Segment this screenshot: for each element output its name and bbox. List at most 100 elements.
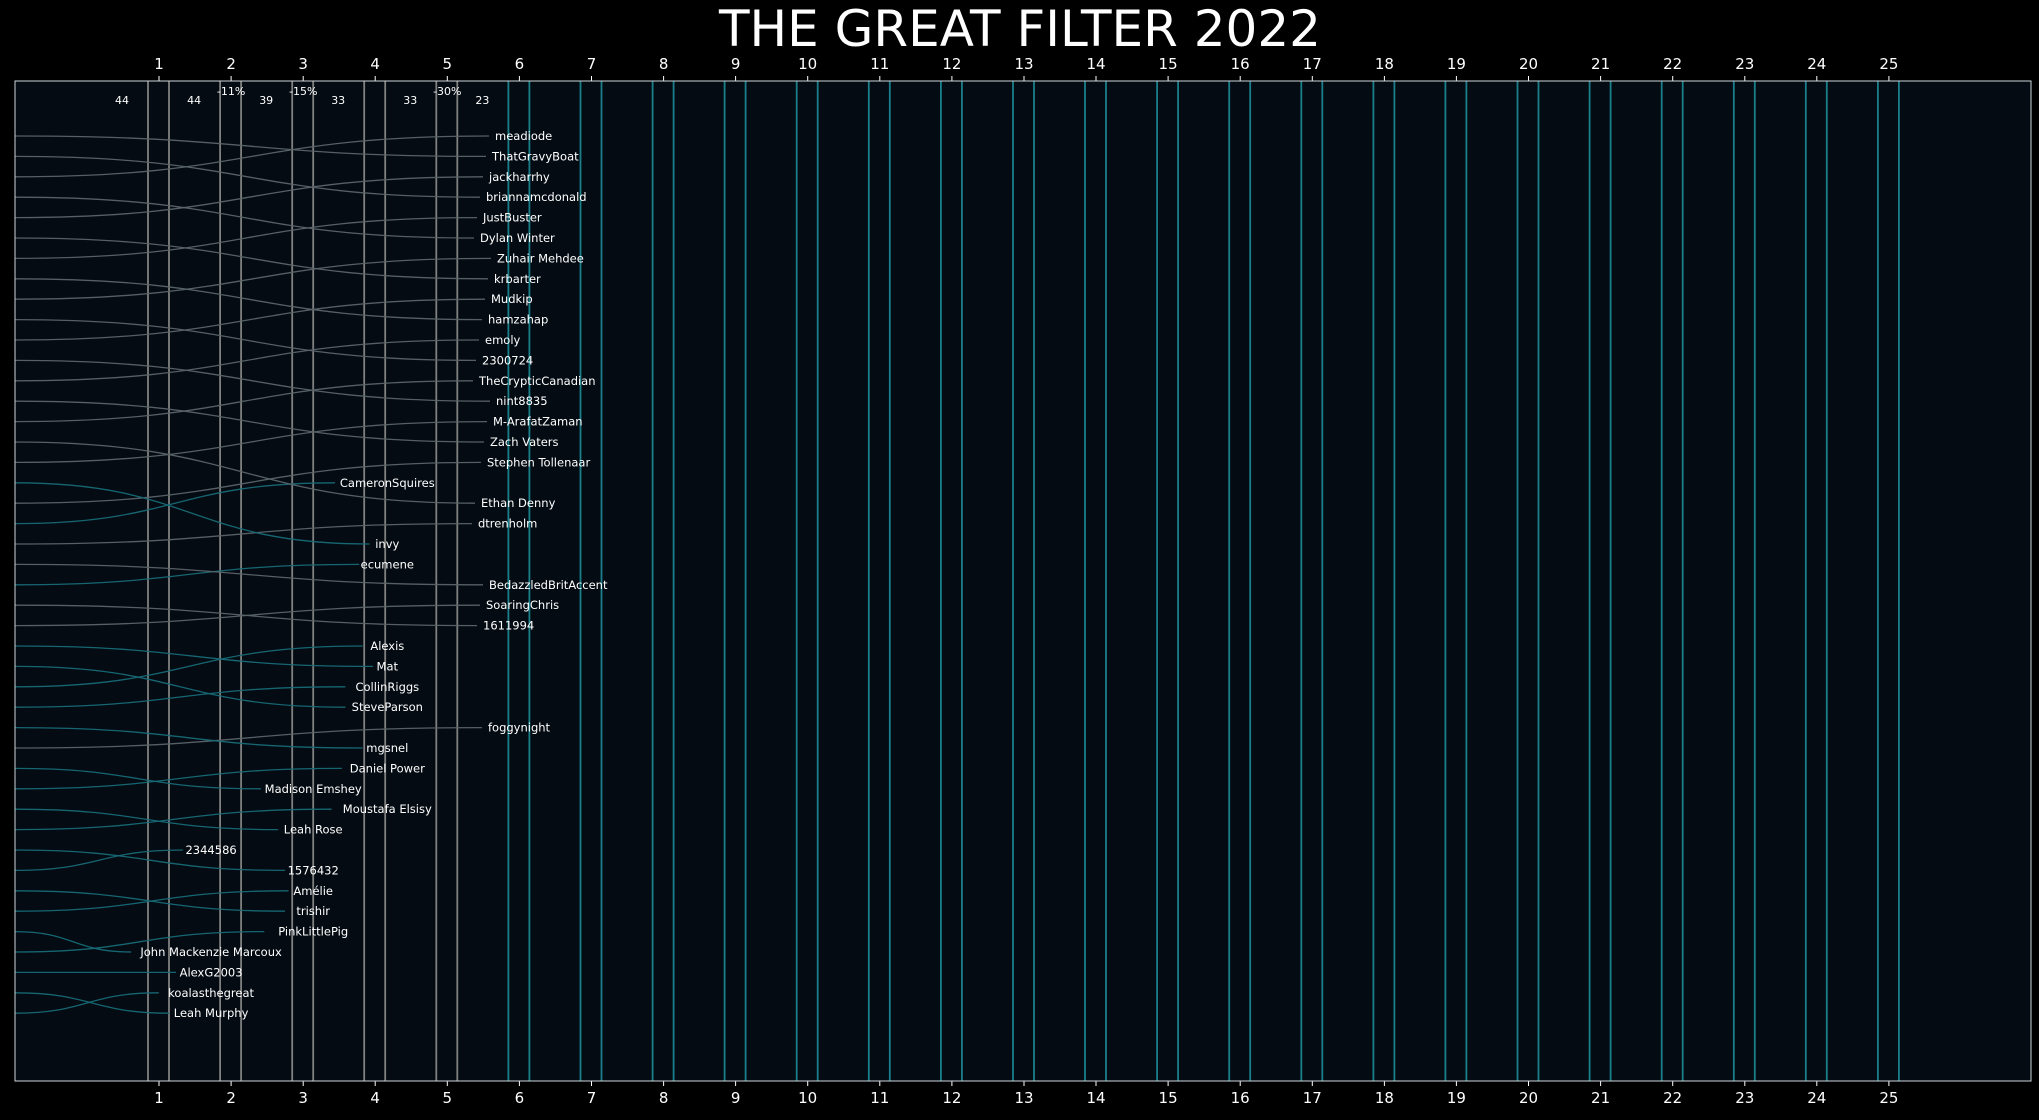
bottom-tick-label: 14 — [1086, 1089, 1105, 1107]
player-name-label: Zach Vaters — [490, 435, 559, 449]
bottom-tick-label: 21 — [1591, 1089, 1610, 1107]
player-name-label: hamzahap — [488, 313, 548, 327]
player-name-label: jackharrhy — [488, 170, 550, 184]
player-name-label: mgsnel — [366, 741, 408, 755]
bottom-tick-label: 18 — [1375, 1089, 1394, 1107]
round-count: 33 — [331, 94, 345, 107]
player-name-label: JustBuster — [482, 211, 542, 225]
player-name-label: Ethan Denny — [481, 496, 556, 510]
player-curves — [14, 135, 492, 1014]
top-tick-label: 6 — [515, 55, 525, 73]
player-curve — [14, 726, 483, 749]
round-change: -30% — [433, 85, 461, 98]
chart-title: THE GREAT FILTER 2022 — [718, 0, 1321, 58]
top-tick-label: 17 — [1303, 55, 1322, 73]
player-curve — [14, 930, 265, 953]
top-tick-label: 13 — [1014, 55, 1033, 73]
player-name-label: 2344586 — [185, 843, 236, 857]
player-curve — [14, 522, 473, 545]
player-name-label: nint8835 — [496, 394, 548, 408]
bottom-tick-label: 8 — [659, 1089, 669, 1107]
player-name-label: Alexis — [370, 639, 404, 653]
round-divider-lines — [147, 81, 1900, 1081]
player-curve — [14, 849, 286, 872]
player-name-label: CollinRiggs — [355, 680, 419, 694]
player-curve — [14, 339, 480, 382]
bottom-tick-label: 1 — [154, 1089, 164, 1107]
bottom-tick-label: 23 — [1735, 1089, 1754, 1107]
player-name-label: Zuhair Mehdee — [497, 251, 584, 265]
player-curve — [14, 890, 286, 912]
top-tick-label: 25 — [1879, 55, 1898, 73]
bottom-tick-label: 24 — [1807, 1089, 1826, 1107]
round-change: -11% — [217, 85, 245, 98]
player-name-label: 1611994 — [483, 619, 534, 633]
bottom-axis-ticks: 1 2 3 4 5 6 7 8 9 10 11 12 13 14 15 16 17 18 19 20 21 22 23 24 2… — [154, 1081, 1898, 1107]
player-name-label: AlexG2003 — [180, 965, 243, 979]
player-name-label: Daniel Power — [350, 761, 425, 775]
player-name-label: foggynight — [488, 721, 551, 735]
player-name-label: SoaringChris — [486, 598, 559, 612]
player-curve — [14, 420, 488, 464]
player-curve — [14, 318, 477, 362]
player-curve — [14, 155, 481, 198]
top-tick-label: 16 — [1231, 55, 1250, 73]
player-curve — [14, 257, 492, 300]
player-name-label: ecumene — [361, 557, 414, 571]
player-curve — [14, 563, 484, 586]
player-curve — [14, 992, 159, 1014]
player-name-label: Stephen Tollenaar — [487, 455, 590, 469]
player-name-label: Mudkip — [491, 292, 533, 306]
player-curve — [14, 849, 183, 872]
player-curve — [14, 237, 489, 280]
player-curve — [14, 216, 478, 260]
player-curve — [14, 726, 363, 749]
player-name-label: PinkLittlePig — [278, 925, 348, 939]
player-name-label: Leah Murphy — [174, 1006, 249, 1020]
bottom-tick-label: 6 — [515, 1089, 525, 1107]
bottom-tick-label: 19 — [1447, 1089, 1466, 1107]
player-curve — [14, 808, 279, 831]
player-curve — [14, 604, 478, 627]
player-curve — [14, 563, 360, 586]
bottom-tick-label: 3 — [298, 1089, 308, 1107]
player-curve — [14, 686, 346, 708]
top-tick-label: 9 — [731, 55, 741, 73]
top-tick-label: 24 — [1807, 55, 1826, 73]
bottom-tick-label: 11 — [870, 1089, 889, 1107]
player-curve — [14, 278, 483, 321]
top-tick-label: 12 — [942, 55, 961, 73]
top-tick-label: 15 — [1159, 55, 1178, 73]
player-curve — [14, 196, 475, 239]
player-name-label: briannamcdonald — [486, 190, 587, 204]
player-name-label: TheCrypticCanadian — [478, 374, 596, 388]
top-tick-label: 1 — [154, 55, 164, 73]
player-name-label: John Mackenzie Marcoux — [139, 945, 282, 959]
top-tick-label: 4 — [370, 55, 380, 73]
player-name-label: koalasthegreat — [168, 986, 254, 1000]
bottom-tick-label: 13 — [1014, 1089, 1033, 1107]
top-tick-label: 2 — [226, 55, 236, 73]
top-tick-label: 7 — [587, 55, 597, 73]
top-tick-label: 20 — [1519, 55, 1538, 73]
player-curve — [14, 767, 261, 790]
bottom-tick-label: 25 — [1879, 1089, 1898, 1107]
player-curve — [14, 992, 170, 1014]
player-name-label: Mat — [377, 659, 399, 673]
top-tick-label: 8 — [659, 55, 669, 73]
bottom-tick-label: 9 — [731, 1089, 741, 1107]
player-curve — [14, 645, 374, 668]
top-tick-label: 10 — [798, 55, 817, 73]
player-name-label: Moustafa Elsisy — [343, 802, 432, 816]
player-curve — [14, 665, 346, 708]
bottom-tick-label: 7 — [587, 1089, 597, 1107]
top-tick-label: 18 — [1375, 55, 1394, 73]
top-tick-label: 22 — [1663, 55, 1682, 73]
bottom-tick-label: 20 — [1519, 1089, 1538, 1107]
player-curve — [14, 359, 491, 402]
bottom-tick-label: 10 — [798, 1089, 817, 1107]
player-name-label: Amélie — [293, 884, 333, 898]
top-tick-label: 11 — [870, 55, 889, 73]
